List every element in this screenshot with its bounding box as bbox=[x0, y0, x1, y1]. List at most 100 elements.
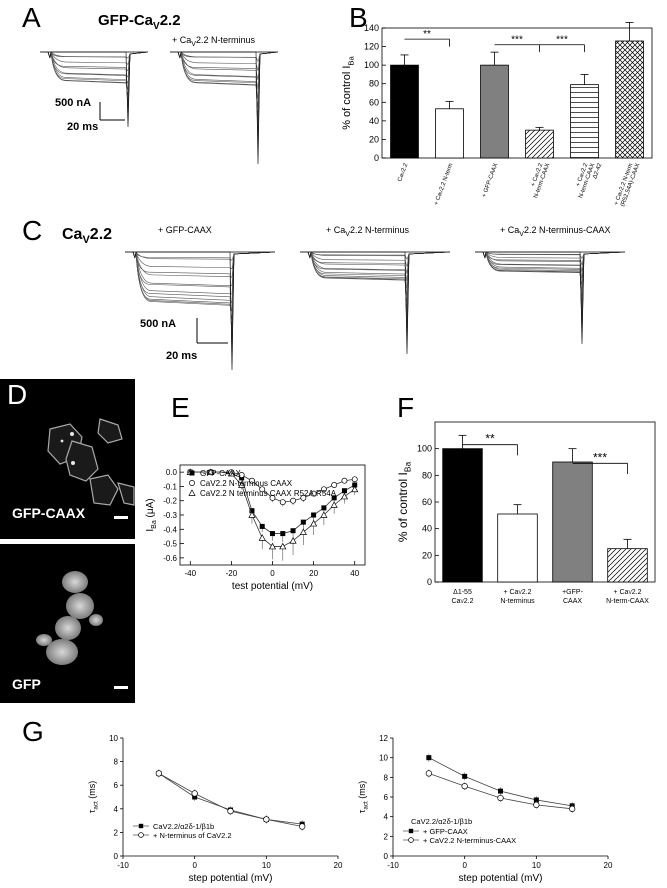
cond-sub: V bbox=[345, 230, 350, 238]
legend-marker bbox=[189, 480, 195, 486]
cond-end: 2.2 N-terminus bbox=[349, 225, 409, 235]
data-point bbox=[300, 494, 307, 501]
panel-a-scale-time: 20 ms bbox=[67, 121, 99, 133]
x-tick-label: N-term-CAAX bbox=[606, 598, 649, 605]
data-point bbox=[191, 790, 198, 797]
gfp-cells-image bbox=[36, 571, 103, 665]
y-tick-label: 80 bbox=[369, 79, 379, 89]
significance-label: ** bbox=[485, 432, 495, 446]
y-axis-label: IBa (μA) bbox=[145, 498, 158, 531]
y-tick-label: -0.6 bbox=[163, 554, 177, 563]
x-tick-label: 40 bbox=[350, 569, 359, 578]
y-tick-label: -0.1 bbox=[163, 482, 177, 491]
cond-sub: V bbox=[519, 230, 524, 238]
legend-label: CaV2.2 N terminus CAAX R52A,R54A bbox=[200, 489, 337, 498]
y-tick-label: 40 bbox=[369, 116, 379, 126]
y-tick-label: 12 bbox=[379, 734, 388, 743]
data-point bbox=[462, 773, 468, 779]
current-sweep bbox=[475, 251, 626, 345]
x-tick-label: 10 bbox=[262, 861, 271, 870]
y-tick-label: 2 bbox=[384, 832, 389, 841]
y-tick-label: 0.0 bbox=[166, 468, 178, 477]
y-axis-label: % of control IBa bbox=[341, 55, 355, 129]
x-tick-label: 20 bbox=[309, 569, 318, 578]
y-tick-label: 8 bbox=[114, 758, 119, 767]
data-point bbox=[289, 536, 297, 544]
data-point bbox=[248, 511, 256, 518]
panel-f-bar-chart: 0 20 40 60 80 100 % of control IBa Δ1-55 CaV2.2 +… bbox=[396, 421, 656, 605]
data-point bbox=[341, 488, 347, 494]
data-point bbox=[330, 501, 338, 508]
legend-marker bbox=[138, 823, 144, 829]
data-point bbox=[351, 485, 359, 493]
scale-bar bbox=[114, 686, 128, 689]
x-tick-label: CaV2.2 bbox=[397, 162, 409, 183]
data-point bbox=[341, 477, 348, 484]
y-tick-label: 80 bbox=[422, 470, 432, 480]
x-tick-label: + CaV2.2 bbox=[530, 162, 544, 187]
y-axis-label: τact (ms) bbox=[87, 781, 100, 813]
data-point bbox=[263, 816, 270, 823]
bar bbox=[607, 548, 648, 583]
x-tick-label: -10 bbox=[117, 861, 129, 870]
y-tick-label: 0 bbox=[384, 852, 389, 861]
panel-e-iv-chart: -40 -20 0 20 40 0.0 -0.1 -0.2 -0.3 -0.4 -0.5 -0.6 te… bbox=[145, 464, 366, 592]
x-tick-label: 20 bbox=[604, 861, 613, 870]
data-point bbox=[425, 770, 432, 777]
x-axis-label: step potential (mV) bbox=[189, 873, 273, 884]
x-tick-label: Δ1-55 bbox=[453, 589, 472, 596]
legend-marker bbox=[189, 470, 195, 476]
y-tick-label: 4 bbox=[384, 813, 389, 822]
data-point bbox=[259, 486, 266, 493]
panel-a-title: GFP-CaV2.2 bbox=[98, 13, 181, 32]
data-point bbox=[155, 770, 162, 777]
cond-pre: + Ca bbox=[326, 225, 346, 235]
x-tick-label: 0 bbox=[270, 569, 275, 578]
y-axis-label: % of control IBa bbox=[396, 462, 413, 543]
x-tick-label: 0 bbox=[192, 861, 197, 870]
panel-c-condition-1: + GFP-CAAX bbox=[158, 226, 212, 235]
y-axis-label: τact (ms) bbox=[357, 781, 370, 813]
panel-d-label-gfp-caax: GFP-CAAX bbox=[12, 505, 86, 521]
y-tick-label: 60 bbox=[422, 497, 432, 507]
cond-pre: + GFP-CAAX bbox=[158, 225, 212, 235]
data-point bbox=[533, 797, 539, 803]
cond-pre: + Ca bbox=[172, 35, 192, 45]
scale-bar bbox=[114, 516, 128, 519]
panel-d-micrograph-gfp-caax: D GFP-CAAX bbox=[0, 379, 135, 539]
x-tick-label: -20 bbox=[226, 569, 238, 578]
data-point bbox=[331, 482, 338, 488]
panel-c-traces-nterm-caax bbox=[475, 250, 626, 345]
panel-c-traces-nterm bbox=[300, 250, 451, 355]
panel-c-scale-current: 500 nA bbox=[140, 318, 177, 330]
y-tick-label: 0 bbox=[427, 577, 432, 587]
title-text: GFP-Ca bbox=[98, 12, 154, 29]
panel-letter-c: C bbox=[22, 215, 43, 246]
legend-marker bbox=[188, 489, 196, 496]
y-tick-label: 120 bbox=[364, 42, 379, 52]
legend-label: GFP-CAAX bbox=[200, 469, 242, 478]
data-point bbox=[269, 494, 276, 501]
data-point bbox=[320, 486, 327, 493]
x-axis-label: step potential (mV) bbox=[459, 873, 543, 884]
bar bbox=[390, 64, 419, 159]
data-point bbox=[498, 788, 503, 794]
legend-marker bbox=[408, 837, 414, 843]
y-tick-label: 20 bbox=[369, 134, 379, 144]
cond-end: 2.2 N-terminus bbox=[195, 35, 255, 45]
data-point bbox=[321, 505, 327, 511]
panel-c-scale-time: 20 ms bbox=[166, 350, 198, 362]
data-point bbox=[279, 542, 287, 550]
legend-label: + CaV2.2 N-terminus-CAAX bbox=[423, 836, 516, 845]
y-tick-label: -0.5 bbox=[163, 540, 177, 549]
x-tick-label: + CaV2.2 bbox=[575, 162, 589, 187]
panel-d-micrograph-gfp: GFP bbox=[0, 544, 135, 703]
data-point bbox=[310, 519, 318, 527]
data-point bbox=[238, 472, 245, 478]
legend-label: + GFP-CAAX bbox=[423, 827, 468, 836]
panel-c-condition-2: + CaV2.2 N-terminus bbox=[326, 226, 409, 238]
panel-letter-d: D bbox=[7, 379, 28, 410]
